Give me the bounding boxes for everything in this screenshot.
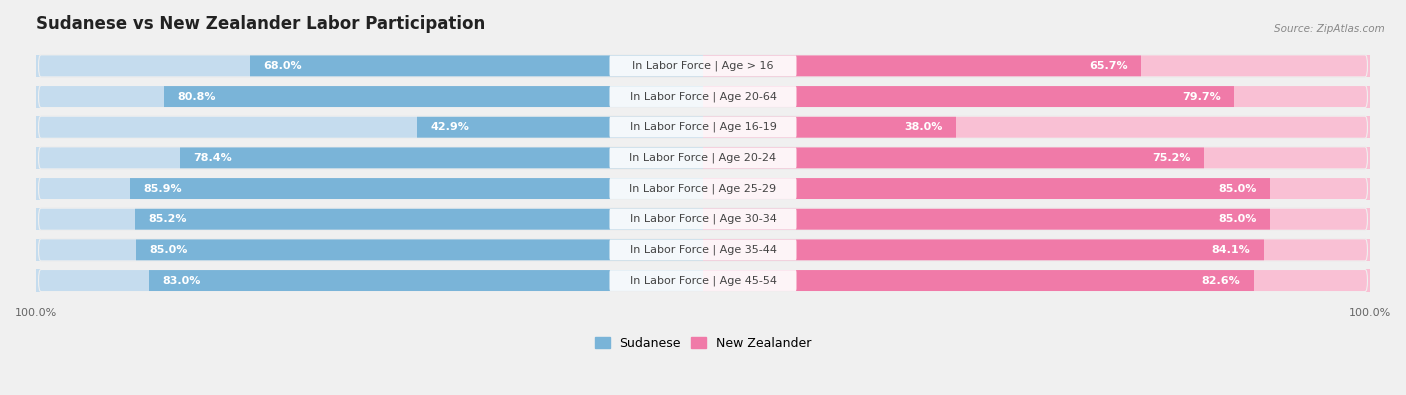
- Text: In Labor Force | Age 35-44: In Labor Force | Age 35-44: [630, 245, 776, 255]
- FancyBboxPatch shape: [38, 55, 1368, 77]
- Text: 85.2%: 85.2%: [148, 214, 187, 224]
- FancyBboxPatch shape: [610, 239, 796, 260]
- Text: 82.6%: 82.6%: [1202, 276, 1240, 286]
- Text: 68.0%: 68.0%: [263, 61, 301, 71]
- FancyBboxPatch shape: [610, 209, 796, 229]
- Text: 84.1%: 84.1%: [1212, 245, 1250, 255]
- Text: 83.0%: 83.0%: [163, 276, 201, 286]
- Text: 85.0%: 85.0%: [149, 245, 188, 255]
- Text: In Labor Force | Age 20-24: In Labor Force | Age 20-24: [630, 152, 776, 163]
- FancyBboxPatch shape: [610, 55, 796, 76]
- Text: 85.0%: 85.0%: [1218, 184, 1257, 194]
- Text: In Labor Force | Age 25-29: In Labor Force | Age 25-29: [630, 183, 776, 194]
- Text: Sudanese vs New Zealander Labor Participation: Sudanese vs New Zealander Labor Particip…: [37, 15, 485, 33]
- Text: In Labor Force | Age 16-19: In Labor Force | Age 16-19: [630, 122, 776, 132]
- FancyBboxPatch shape: [610, 147, 796, 168]
- FancyBboxPatch shape: [610, 86, 796, 107]
- Legend: Sudanese, New Zealander: Sudanese, New Zealander: [589, 332, 817, 355]
- FancyBboxPatch shape: [38, 85, 1368, 107]
- Text: In Labor Force | Age 20-64: In Labor Force | Age 20-64: [630, 91, 776, 102]
- FancyBboxPatch shape: [38, 116, 1368, 138]
- Text: Source: ZipAtlas.com: Source: ZipAtlas.com: [1274, 24, 1385, 34]
- FancyBboxPatch shape: [38, 208, 1368, 230]
- Text: In Labor Force | Age > 16: In Labor Force | Age > 16: [633, 61, 773, 71]
- Text: In Labor Force | Age 45-54: In Labor Force | Age 45-54: [630, 275, 776, 286]
- FancyBboxPatch shape: [38, 269, 1368, 292]
- Text: 75.2%: 75.2%: [1153, 153, 1191, 163]
- FancyBboxPatch shape: [610, 178, 796, 199]
- Text: 79.7%: 79.7%: [1182, 92, 1222, 102]
- FancyBboxPatch shape: [38, 147, 1368, 169]
- Text: 85.0%: 85.0%: [1218, 214, 1257, 224]
- FancyBboxPatch shape: [610, 117, 796, 137]
- Text: 78.4%: 78.4%: [194, 153, 232, 163]
- Text: 38.0%: 38.0%: [904, 122, 943, 132]
- Text: 65.7%: 65.7%: [1090, 61, 1128, 71]
- FancyBboxPatch shape: [38, 177, 1368, 199]
- Text: 42.9%: 42.9%: [430, 122, 470, 132]
- Text: 85.9%: 85.9%: [143, 184, 183, 194]
- FancyBboxPatch shape: [610, 270, 796, 291]
- FancyBboxPatch shape: [38, 239, 1368, 261]
- Text: In Labor Force | Age 30-34: In Labor Force | Age 30-34: [630, 214, 776, 224]
- Text: 80.8%: 80.8%: [177, 92, 217, 102]
